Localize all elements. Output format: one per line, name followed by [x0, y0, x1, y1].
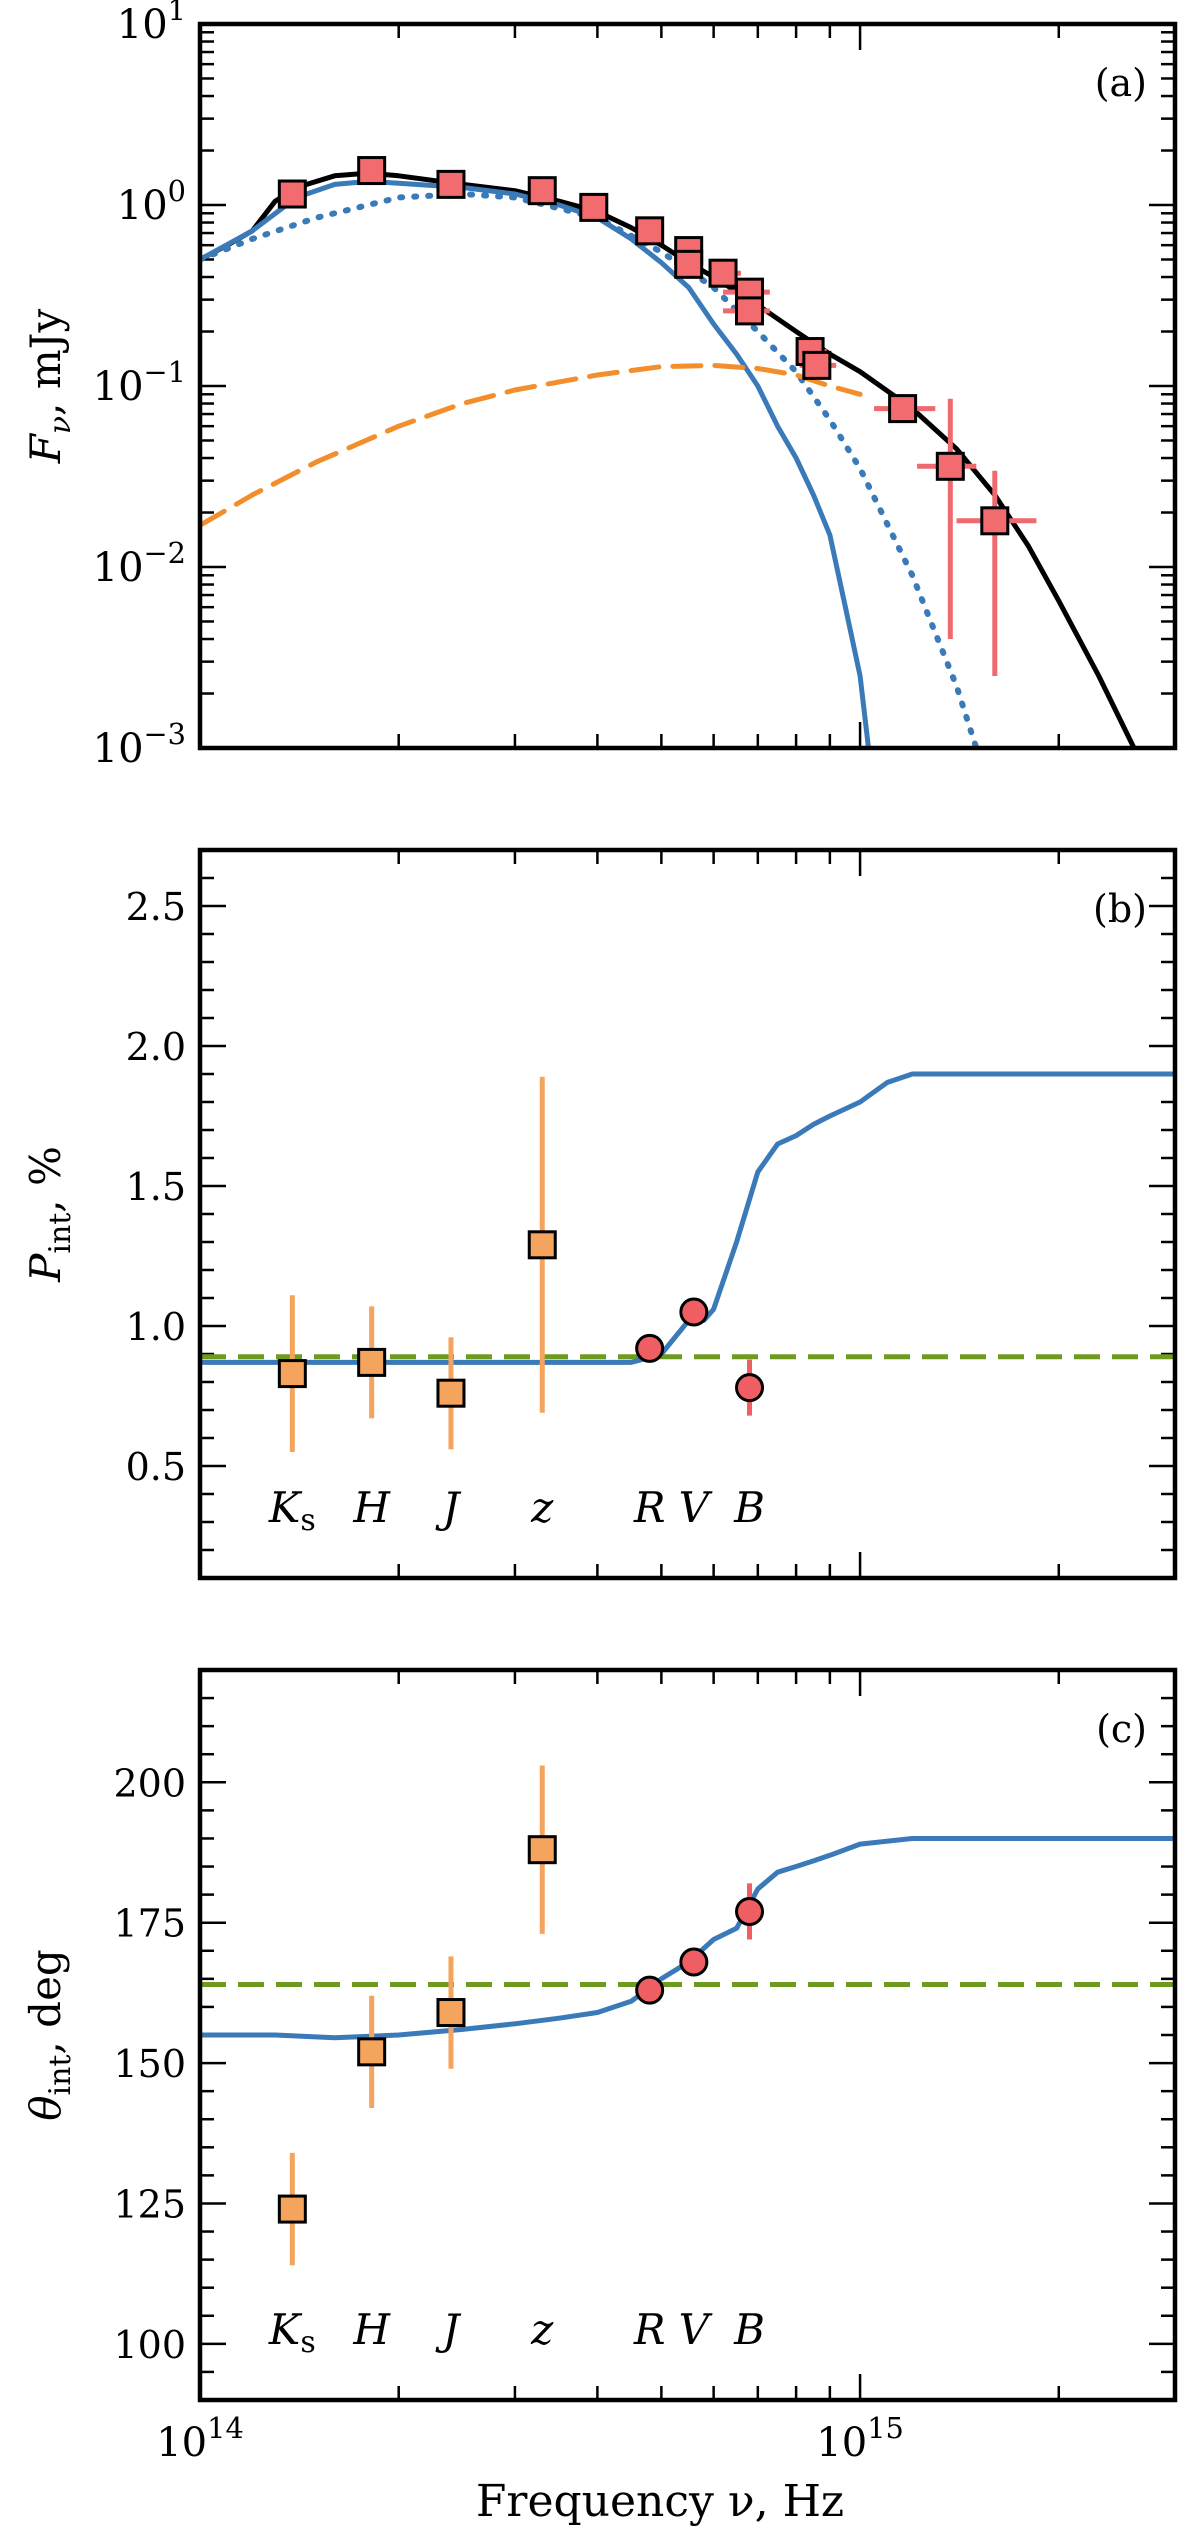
data-point: [674, 249, 704, 279]
y-tick-label: 100: [117, 174, 186, 229]
data-point: [635, 1975, 665, 2005]
data-point: [935, 451, 965, 481]
y-tick-label: 125: [113, 2182, 186, 2226]
series-line-solid: [200, 178, 871, 748]
band-label: Ks: [268, 2305, 316, 2360]
band-label: H: [352, 2305, 391, 2354]
panel-label: (c): [1096, 1707, 1147, 1751]
data-point: [735, 1896, 765, 1926]
panel-label: (a): [1095, 61, 1147, 105]
y-tick-label: 200: [113, 1761, 186, 1805]
band-label: V: [679, 2305, 713, 2354]
band-label: B: [733, 1483, 765, 1532]
data-point: [888, 394, 918, 424]
panel-a: 10−3 10−2 10−1 100 101 Fν, mJy (a): [21, 0, 1178, 772]
data-point: [980, 506, 1010, 536]
y-tick-label: 150: [113, 2042, 186, 2086]
data-point: [802, 350, 832, 380]
data-point: [436, 1378, 466, 1408]
y-tick-label: 175: [113, 1902, 186, 1946]
data-point: [635, 1333, 665, 1363]
band-label: H: [352, 1483, 391, 1532]
data-point: [735, 296, 765, 326]
x-axis-label: Frequency ν, Hz: [476, 2476, 844, 2527]
y-axis-label: Fν, mJy: [21, 308, 78, 464]
data-point: [708, 258, 738, 288]
band-label: R: [633, 2305, 666, 2354]
y-tick-label: 10−2: [93, 536, 186, 591]
data-point: [436, 1998, 466, 2028]
x-tick-label: 1015: [816, 2411, 904, 2466]
y-tick-label: 10−1: [93, 355, 186, 410]
plot-area: [200, 1071, 1175, 1452]
y-tick-label: 2.5: [126, 885, 186, 929]
data-point: [277, 179, 307, 209]
band-label: J: [435, 1483, 462, 1532]
band-label: R: [633, 1483, 666, 1532]
x-tick-label: 1014: [156, 2411, 244, 2466]
data-point: [527, 1835, 557, 1865]
data-point: [679, 1947, 709, 1977]
series-line-solid: [200, 1071, 1175, 1365]
y-tick-label: 1.0: [126, 1305, 186, 1349]
y-tick-label: 101: [117, 0, 186, 48]
band-label: J: [435, 2305, 462, 2354]
data-point: [357, 2037, 387, 2067]
data-point: [635, 216, 665, 246]
data-point: [527, 1230, 557, 1260]
band-label: z: [530, 1483, 554, 1532]
data-point: [679, 1297, 709, 1327]
y-tick-label: 10−3: [93, 717, 186, 772]
panel-frame: [197, 847, 1178, 1581]
y-tick-label: 100: [113, 2323, 186, 2367]
y-tick-label: 0.5: [126, 1445, 186, 1489]
y-tick-label: 1.5: [126, 1165, 186, 1209]
data-point: [277, 2194, 307, 2224]
data-point: [277, 1359, 307, 1389]
band-label: B: [733, 2305, 765, 2354]
data-point: [735, 1373, 765, 1403]
band-label: z: [530, 2305, 554, 2354]
data-point: [527, 176, 557, 206]
series-line-dotted: [200, 191, 980, 748]
band-label: Ks: [268, 1483, 316, 1538]
series-line-solid: [200, 1836, 1175, 2041]
band-label: V: [679, 1483, 713, 1532]
panel-frame: [197, 21, 1178, 751]
data-point: [579, 192, 609, 222]
panel-label: (b): [1093, 887, 1147, 931]
y-tick-label: 2.0: [126, 1025, 186, 1069]
plot-area: [200, 170, 1137, 748]
series-line-dashed: [200, 362, 863, 528]
y-axis-label: θint, deg: [21, 1949, 78, 2121]
plot-area: [200, 1765, 1175, 2266]
data-point: [357, 1347, 387, 1377]
panel-frame: [197, 1667, 1178, 2403]
y-axis-label: Pint, %: [21, 1146, 78, 1283]
data-point: [357, 156, 387, 186]
data-point: [436, 169, 466, 199]
